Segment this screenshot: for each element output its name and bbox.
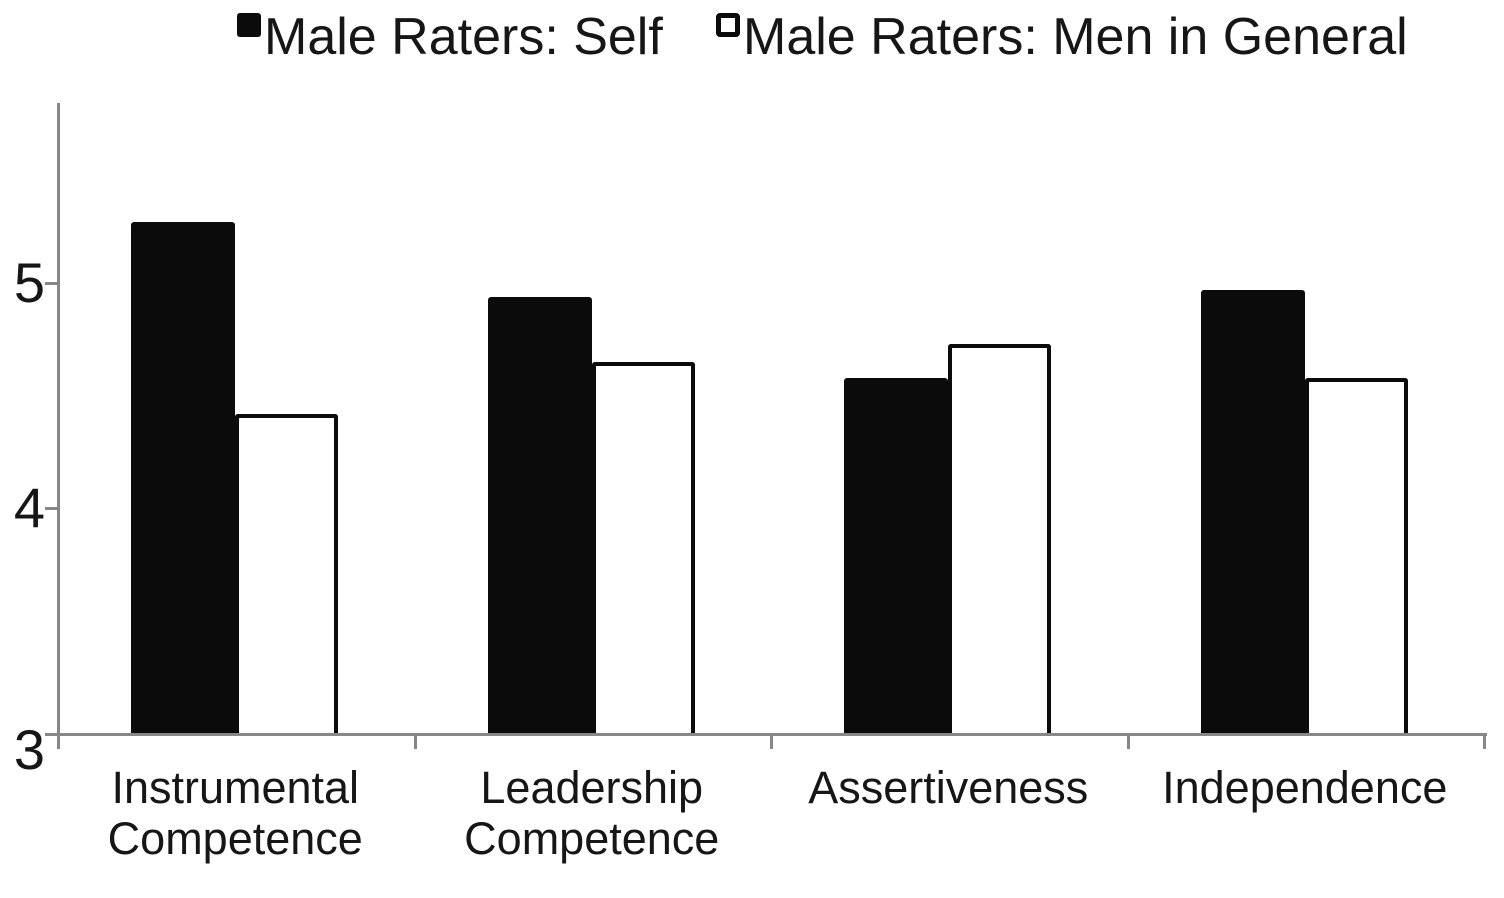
bar-male-raters-men-in-general-independence bbox=[1304, 377, 1408, 733]
legend-marker-open-square-icon bbox=[716, 13, 740, 37]
x-tick bbox=[413, 733, 417, 749]
bar-male-raters-self-instrumental-competence bbox=[131, 222, 236, 733]
x-category-label-independence: Independence bbox=[1162, 762, 1448, 813]
legend-marker-filled-square-icon bbox=[237, 13, 261, 37]
x-tick bbox=[1126, 733, 1130, 749]
bar-male-raters-men-in-general-leadership-competence bbox=[591, 361, 695, 733]
y-axis-line bbox=[57, 103, 60, 733]
bar-male-raters-men-in-general-instrumental-competence bbox=[235, 413, 339, 733]
x-axis-line bbox=[45, 733, 1487, 736]
x-tick bbox=[770, 733, 773, 749]
y-tick-label: 4 bbox=[13, 476, 45, 539]
legend-item-self: Male Raters: Self bbox=[237, 11, 663, 63]
y-tick-label: 5 bbox=[13, 251, 45, 314]
bar-male-raters-self-independence bbox=[1200, 289, 1305, 733]
legend-label-men-in-general: Male Raters: Men in General bbox=[743, 8, 1408, 66]
x-category-label-leadership-competence: Leadership Competence bbox=[464, 762, 720, 864]
bar-male-raters-men-in-general-assertiveness bbox=[948, 343, 1052, 733]
legend-label-self: Male Raters: Self bbox=[264, 8, 663, 66]
y-tick-label: 3 bbox=[13, 718, 45, 781]
y-tick bbox=[45, 282, 57, 285]
x-category-label-assertiveness: Assertiveness bbox=[808, 762, 1089, 813]
x-tick bbox=[1483, 733, 1486, 749]
bar-male-raters-self-leadership-competence bbox=[487, 296, 592, 733]
legend-item-men-in-general: Male Raters: Men in General bbox=[716, 11, 1408, 63]
x-tick bbox=[57, 733, 60, 749]
x-category-label-instrumental-competence: Instrumental Competence bbox=[107, 762, 363, 864]
bar-male-raters-self-assertiveness bbox=[844, 377, 949, 733]
y-tick bbox=[45, 507, 57, 510]
